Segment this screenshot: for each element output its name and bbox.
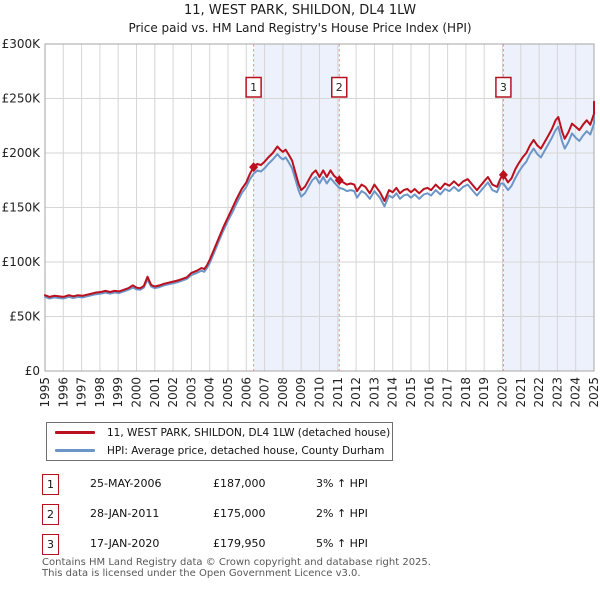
x-axis-label: 2021 [514, 377, 528, 408]
x-axis-label: 2004 [203, 377, 217, 408]
transaction-row: 3 17-JAN-2020 £179,950 5% ↑ HPI [0, 534, 600, 558]
x-axis-label: 2014 [386, 377, 400, 408]
legend-item-hpi: HPI: Average price, detached house, Coun… [47, 443, 392, 458]
price-line [44, 100, 595, 298]
legend-item-price: 11, WEST PARK, SHILDON, DL4 1LW (detache… [47, 425, 392, 440]
sale-price: £175,000 [213, 507, 266, 520]
plot-border [44, 43, 595, 372]
x-axis-label: 2007 [258, 377, 272, 408]
x-axis-label: 2008 [276, 377, 290, 408]
y-axis-label: £100K [2, 255, 42, 269]
sale-number-badge: 1 [42, 474, 59, 495]
footer-line-1: Contains HM Land Registry data © Crown c… [42, 557, 431, 568]
x-axis-label: 2012 [349, 377, 363, 408]
sale-marker-diamond-3 [498, 169, 508, 180]
sale-date: 17-JAN-2020 [90, 537, 160, 550]
page-title: 11, WEST PARK, SHILDON, DL4 1LW [183, 3, 417, 18]
sale-price: £187,000 [213, 477, 266, 490]
x-axis-label: 2013 [367, 377, 381, 408]
y-axis-label: £250K [2, 92, 42, 106]
y-axis-label: £200K [2, 146, 42, 160]
transaction-row: 2 28-JAN-2011 £175,000 2% ↑ HPI [0, 504, 600, 528]
sale-date: 28-JAN-2011 [90, 507, 160, 520]
x-axis-label: 1995 [38, 377, 52, 408]
price-chart: 1 2 3 £0 £50K £100K £150K £200K £250K £300K 1995 19… [2, 37, 600, 408]
x-axis-label: 2018 [459, 377, 473, 408]
x-axis-label: 2016 [422, 377, 436, 408]
x-axis-label: 2001 [148, 377, 162, 408]
x-axis-label: 2005 [221, 377, 235, 408]
x-axis-label: 2025 [587, 377, 600, 408]
chart-legend: 11, WEST PARK, SHILDON, DL4 1LW (detache… [46, 422, 393, 461]
y-axis-label: £150K [2, 201, 42, 215]
x-axis-label: 2023 [550, 377, 564, 408]
sale-date: 25-MAY-2006 [90, 477, 162, 490]
sale-marker-diamond-1 [249, 162, 259, 173]
license-footer: Contains HM Land Registry data © Crown c… [42, 557, 582, 579]
x-axis-label: 2011 [331, 377, 345, 408]
x-axis-label: 1999 [111, 377, 125, 408]
transaction-row: 1 25-MAY-2006 £187,000 3% ↑ HPI [0, 474, 600, 498]
x-axis-label: 2002 [166, 377, 180, 408]
sale-marker-diamond-2 [334, 175, 344, 186]
sale-marker-label-3: 3 [500, 81, 507, 94]
sale-marker-label-1: 1 [250, 81, 257, 94]
sale-number-badge: 3 [42, 534, 59, 555]
sale-hpi-delta: 5% ↑ HPI [316, 537, 368, 550]
x-axis-label: 2010 [313, 377, 327, 408]
hpi-line-swatch [55, 449, 95, 452]
x-axis-label: 2024 [569, 377, 583, 408]
x-axis-label: 1997 [75, 377, 89, 408]
sale-number-badge: 2 [42, 504, 59, 525]
sale-price: £179,950 [213, 537, 266, 550]
x-axis-label: 2015 [404, 377, 418, 408]
x-axis-label: 2022 [532, 377, 546, 408]
x-axis-label: 1996 [56, 377, 70, 408]
y-axis-label: £50K [9, 310, 41, 324]
sale-marker-box-3 [495, 76, 512, 98]
x-axis-label: 2019 [477, 377, 491, 408]
page-subtitle: Price paid vs. HM Land Registry's House … [128, 21, 472, 35]
legend-label-hpi: HPI: Average price, detached house, Coun… [107, 444, 385, 457]
x-axis-label: 2020 [496, 377, 510, 408]
y-axis-label: £300K [2, 37, 42, 51]
sale-marker-label-2: 2 [336, 81, 343, 94]
sale-marker-box-2 [331, 76, 348, 98]
x-axis-label: 2003 [184, 377, 198, 408]
sale-hpi-delta: 3% ↑ HPI [316, 477, 368, 490]
sale-marker-box-1 [245, 76, 262, 98]
y-axis-label: £0 [25, 364, 40, 378]
x-axis-label: 1998 [93, 377, 107, 408]
x-axis-label: 2017 [441, 377, 455, 408]
sale-hpi-delta: 2% ↑ HPI [316, 507, 368, 520]
legend-label-price: 11, WEST PARK, SHILDON, DL4 1LW (detache… [107, 426, 391, 439]
x-axis-label: 2009 [294, 377, 308, 408]
x-axis-label: 2006 [239, 377, 253, 408]
price-line-swatch [55, 431, 95, 434]
footer-line-2: This data is licensed under the Open Gov… [42, 567, 361, 579]
x-axis-label: 2000 [130, 377, 144, 408]
